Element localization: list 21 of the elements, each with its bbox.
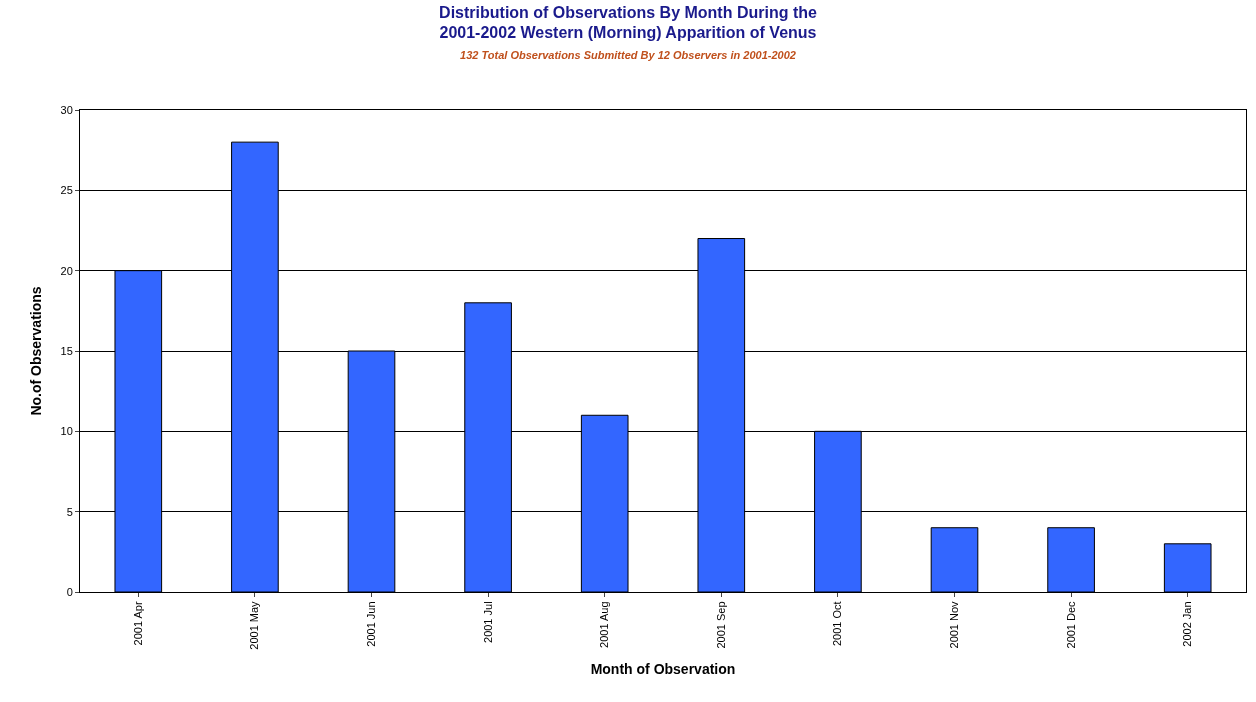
- x-tick-label: 2001 Apr: [131, 601, 144, 646]
- x-tick-label: 2001 Dec: [1064, 600, 1077, 649]
- y-tick-label: 0: [66, 585, 73, 598]
- x-tick-label: 2002 Jan: [1181, 601, 1194, 647]
- chart-title: Distribution of Observations By Month During the 2001-2002 Western (Morning) Apparition of Venus: [439, 3, 817, 42]
- x-tick-label: 2001 Aug: [598, 601, 611, 648]
- y-tick-label: 25: [60, 184, 73, 197]
- y-tick-label: 5: [66, 505, 73, 518]
- x-tick-label: 2001 Jun: [365, 601, 378, 647]
- x-tick-label: 2001 Jul: [481, 601, 494, 643]
- y-tick-label: 10: [60, 425, 73, 438]
- x-tick-label: 2001 May: [248, 600, 261, 650]
- y-tick-label: 15: [60, 344, 73, 357]
- x-tick-label: 2001 Oct: [831, 601, 844, 647]
- x-axis-title: Month of Observation: [590, 661, 736, 678]
- x-tick-label: 2001 Sep: [714, 601, 727, 649]
- y-tick-label: 30: [60, 103, 73, 116]
- y-tick-label: 20: [60, 264, 73, 277]
- y-axis-title: No.of Observations: [28, 286, 45, 416]
- x-tick-label: 2001 Nov: [948, 600, 961, 649]
- chart-subtitle: 132 Total Observations Submitted By 12 Observers in 2001-2002: [460, 49, 796, 62]
